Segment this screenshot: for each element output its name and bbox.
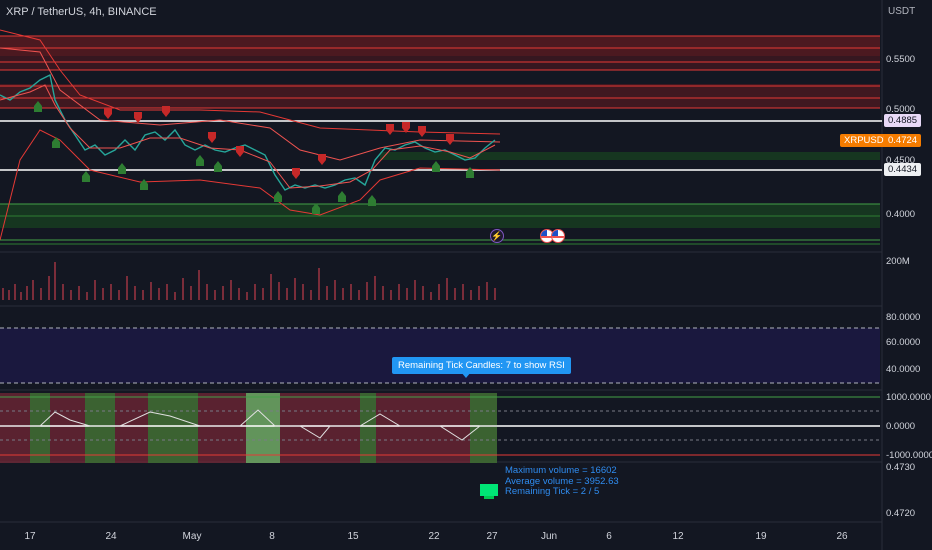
- time-axis-label: 24: [105, 531, 117, 542]
- symbol-title[interactable]: XRP / TetherUS, 4h, BINANCE: [6, 6, 157, 18]
- rsi-axis-label: 60.0000: [886, 337, 921, 348]
- price-axis-label: 0.5500: [886, 54, 916, 65]
- oscillator-axis-label: 1000.0000: [886, 392, 931, 403]
- max-volume-text: Maximum volume = 16602: [505, 465, 617, 476]
- time-axis-label: 22: [428, 531, 440, 542]
- rsi-axis-label: 40.0000: [886, 364, 921, 375]
- time-axis-label: Jun: [540, 531, 558, 542]
- price-axis-label: 0.4500: [886, 155, 916, 166]
- demand-zones: [0, 152, 880, 245]
- time-axis-label: 17: [24, 531, 36, 542]
- volume-bars: [2, 262, 496, 300]
- upper-line-price-tag: 0.4885: [884, 114, 922, 127]
- lightning-bolt-icon[interactable]: ⚡: [490, 229, 504, 243]
- oscillator-axis-label: -1000.0000: [886, 450, 932, 461]
- time-axis-label: May: [182, 531, 202, 542]
- supply-zones: [0, 35, 880, 109]
- oscillator-zones: [0, 393, 497, 463]
- extra-axis-label: 0.4730: [886, 462, 916, 473]
- lower-line-price-tag: 0.4434: [884, 163, 922, 176]
- signal-markers: [34, 101, 474, 214]
- time-axis-label: 15: [347, 531, 359, 542]
- avg-volume-text: Average volume = 3952.63: [505, 475, 619, 487]
- extra-axis-label: 0.4720: [886, 508, 916, 519]
- time-axis-label: 19: [755, 531, 767, 542]
- last-price-tag: 0.4724: [884, 134, 922, 147]
- time-axis-label: 27: [486, 531, 498, 542]
- rsi-axis-label: 80.0000: [886, 312, 921, 323]
- volume-stats: Maximum volume = 16602 Average volume = …: [505, 465, 619, 498]
- rsi-band: [0, 328, 880, 383]
- remaining-tick-tooltip: Remaining Tick Candles: 7 to show RSI: [392, 357, 571, 374]
- remaining-tick-text: Remaining Tick = 2 / 5: [505, 486, 600, 497]
- price-axis-label: 0.4000: [886, 209, 916, 220]
- us-flag-icon[interactable]: [551, 229, 565, 243]
- price-axis-label: 0.5000: [886, 104, 916, 115]
- time-axis-label: 12: [672, 531, 684, 542]
- volume-axis-label: 200M: [886, 256, 910, 267]
- symbol-price-tag: XRPUSDT: [840, 134, 894, 147]
- quote-currency-label: USDT: [888, 6, 916, 17]
- oscillator-axis-label: 0.0000: [886, 421, 916, 432]
- time-axis-label: 6: [606, 531, 612, 542]
- table-icon: [480, 484, 498, 499]
- time-axis-label: 8: [269, 531, 275, 542]
- time-axis-label: 26: [836, 531, 848, 542]
- tooltip-caret: [461, 372, 471, 378]
